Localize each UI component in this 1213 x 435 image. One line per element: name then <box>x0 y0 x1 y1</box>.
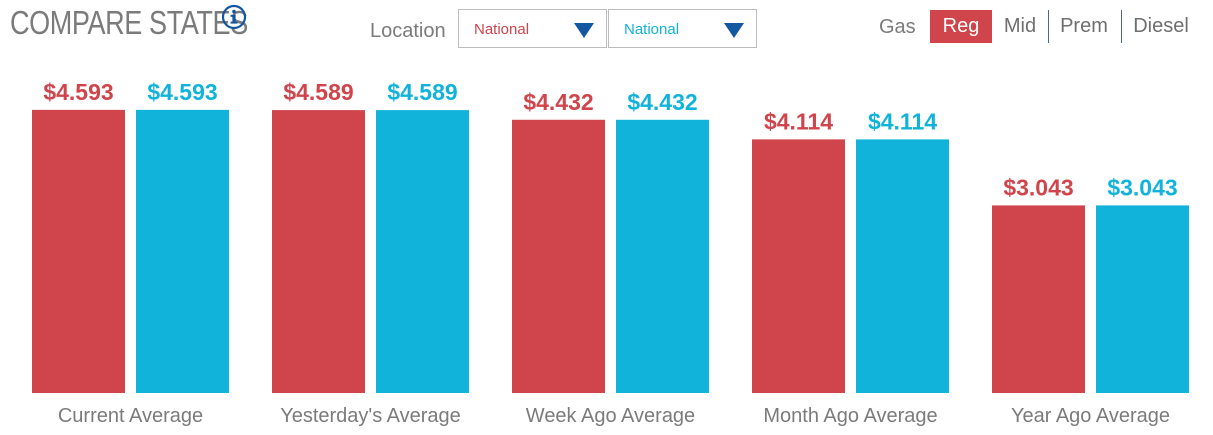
x-tick-label: Week Ago Average <box>526 405 695 427</box>
grade-diesel-button[interactable]: Diesel <box>1133 15 1189 37</box>
bar-value-label: $4.432 <box>627 89 697 115</box>
bar-value-label: $4.589 <box>387 79 457 105</box>
page-title: COMPARE STATES <box>10 4 248 41</box>
bar-value-label: $4.432 <box>523 89 593 115</box>
grade-mid-button[interactable]: Mid <box>1003 15 1037 37</box>
info-icon[interactable] <box>221 4 247 30</box>
bar <box>32 109 125 393</box>
gas-label: Gas <box>879 16 916 38</box>
grade-separator <box>1121 10 1122 43</box>
x-tick-label: Current Average <box>58 405 203 427</box>
grade-separator <box>1048 10 1049 43</box>
bar-value-label: $4.593 <box>147 79 217 105</box>
location-a-select[interactable]: National <box>458 9 607 48</box>
bar <box>616 119 709 394</box>
location-a-value: National <box>474 21 530 38</box>
x-tick-label: Year Ago Average <box>1011 405 1170 427</box>
grade-reg-button[interactable]: Reg <box>930 10 992 43</box>
triangle-down-icon <box>574 23 594 38</box>
bar <box>992 205 1085 393</box>
bar <box>376 110 469 393</box>
location-b-select[interactable]: National <box>608 9 757 48</box>
x-tick-label: Month Ago Average <box>763 405 937 427</box>
location-b-value: National <box>624 21 680 38</box>
bar <box>752 139 845 393</box>
bar-value-label: $3.043 <box>1003 174 1073 200</box>
x-tick-label: Yesterday's Average <box>280 405 461 427</box>
bar-value-label: $4.589 <box>283 79 353 105</box>
bar-value-label: $3.043 <box>1107 174 1177 200</box>
bar <box>272 110 365 393</box>
bar-value-label: $4.114 <box>868 108 937 134</box>
bar <box>856 139 949 393</box>
bar <box>136 109 229 393</box>
grade-prem-button[interactable]: Prem <box>1060 15 1108 37</box>
bar <box>1096 205 1189 393</box>
location-label: Location <box>370 20 446 42</box>
bar-value-label: $4.114 <box>764 108 833 134</box>
bar-value-label: $4.593 <box>43 79 113 105</box>
bar <box>512 119 605 394</box>
triangle-down-icon <box>724 23 744 38</box>
